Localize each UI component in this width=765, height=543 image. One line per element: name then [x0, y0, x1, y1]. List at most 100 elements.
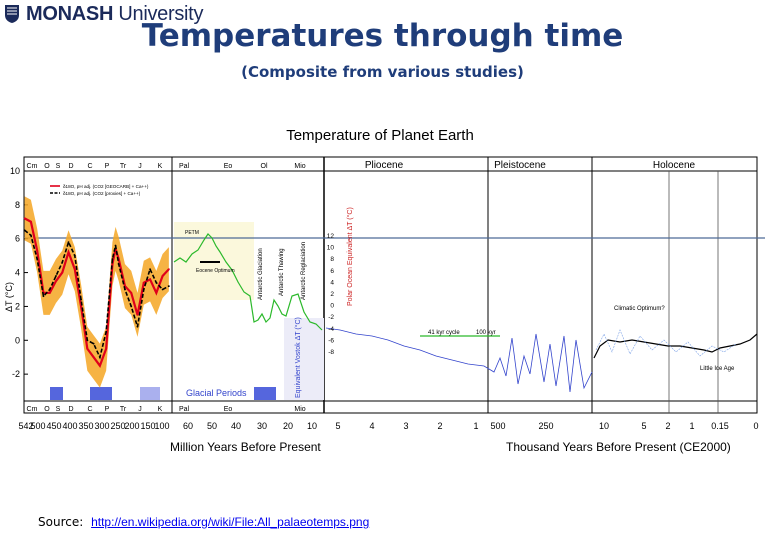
source-line: Source: http://en.wikipedia.org/wiki/Fil…	[38, 515, 369, 529]
polar-tick-label: -2	[328, 314, 334, 321]
series-point-0	[29, 220, 32, 223]
series-point-1	[67, 241, 70, 244]
x-tick-label-panel1: 350	[78, 421, 93, 431]
glacial-bar-1	[50, 387, 63, 400]
vostok-band	[284, 318, 324, 400]
y-tick-label: 10	[10, 166, 20, 176]
glacial-bar-3	[140, 387, 160, 400]
period-label-bottom: P	[105, 406, 110, 413]
period-strip-bottom	[23, 400, 758, 414]
series-point-1	[117, 263, 120, 266]
period-label-top: S	[56, 163, 61, 170]
x-tick-label-panel2: 60	[183, 421, 193, 431]
y-tick-label: 8	[15, 200, 20, 210]
series-point-1	[98, 356, 101, 359]
series-point-1	[155, 281, 158, 284]
xlabel-left: Million Years Before Present	[170, 440, 321, 454]
x-tick-label-panel4: 500	[490, 421, 505, 431]
series-point-0	[48, 291, 51, 294]
series-point-1	[80, 298, 82, 301]
x-tick-label-panel5: 10	[599, 421, 609, 431]
series-point-1	[23, 229, 26, 232]
period-label-bottom: Cm	[27, 406, 38, 413]
series-point-0	[130, 291, 133, 294]
period-label-bottom: Tr	[120, 406, 127, 413]
xlabel-right: Thousand Years Before Present (CE2000)	[506, 440, 731, 454]
epoch-label: Holocene	[653, 160, 696, 171]
x-tick-label-panel1: 450	[46, 421, 61, 431]
series-point-1	[114, 244, 117, 247]
period-label-top: Cm	[27, 163, 38, 170]
series-point-1	[61, 261, 64, 264]
eocene-optimum-label: Eocene Optimum	[196, 268, 235, 274]
vostok-axis-label: Equivalent Vostok ΔT (°C)	[294, 317, 302, 398]
series-point-1	[86, 339, 89, 342]
x-tick-label-panel1: 150	[140, 421, 155, 431]
y-tick-label: 0	[15, 335, 20, 345]
period-label-top: Pal	[179, 163, 190, 170]
chart-title: Temperature of Planet Earth	[286, 127, 474, 144]
legend-label-0: δ18O, pH adj. (CO2 [GEOCARB] + Ca++)	[63, 184, 149, 189]
series-point-0	[136, 313, 139, 316]
period-label-top: Tr	[120, 163, 127, 170]
source-label: Source:	[38, 515, 84, 529]
series-point-1	[111, 258, 114, 260]
y-tick-label: 6	[15, 234, 20, 244]
glacial-bar-4	[254, 387, 276, 400]
y-tick-label: 2	[15, 301, 20, 311]
x-tick-label-panel3: 4	[369, 421, 374, 431]
source-link[interactable]: http://en.wikipedia.org/wiki/File:All_pa…	[91, 515, 370, 529]
series-point-1	[92, 342, 95, 345]
period-label-top: D	[68, 163, 73, 170]
x-tick-label-panel1: 300	[94, 421, 109, 431]
period-label-top: O	[44, 163, 50, 170]
period-label-top: Mio	[294, 163, 305, 170]
series-point-1	[42, 295, 45, 298]
polar-tick-label: 12	[327, 233, 335, 240]
series-point-0	[73, 268, 76, 271]
x-tick-label-panel1: 400	[62, 421, 77, 431]
pleistocene-curve	[325, 327, 593, 393]
y-tick-label: 4	[15, 268, 20, 278]
series-point-0	[167, 268, 170, 271]
x-tick-label-panel5: 0	[753, 421, 758, 431]
series-point-1	[105, 330, 108, 333]
x-tick-label-panel5: 0.15	[711, 421, 729, 431]
polar-tick-label: -6	[328, 337, 334, 344]
period-label-top: J	[138, 163, 142, 170]
holocene-proxies	[595, 329, 737, 357]
series-point-0	[142, 281, 145, 284]
glacial-periods-label: Glacial Periods	[186, 388, 247, 398]
series-point-0	[98, 364, 101, 367]
x-tick-label-panel3: 2	[437, 421, 442, 431]
polar-tick-label: 6	[330, 268, 334, 275]
cenozoic-curve	[173, 233, 323, 331]
x-tick-label-panel5: 5	[641, 421, 646, 431]
series-point-1	[55, 275, 57, 277]
x-tick-label-panel3: 1	[473, 421, 478, 431]
series-point-0	[111, 263, 114, 266]
epoch-label: Pliocene	[365, 160, 404, 171]
x-tick-label-panel5: 2	[665, 421, 670, 431]
polar-tick-label: 4	[330, 279, 334, 286]
y-tick-label: -2	[12, 369, 20, 379]
x-tick-label-panel2: 50	[207, 421, 217, 431]
x-tick-label-panel1: 542	[18, 421, 33, 431]
series-point-0	[23, 217, 26, 220]
legend: δ18O, pH adj. (CO2 [GEOCARB] + Ca++) δ18…	[50, 184, 149, 196]
climatic-optimum-label: Climatic Optimum?	[614, 306, 665, 312]
period-label-top: Ol	[261, 163, 268, 170]
cycle41-label: 41 kyr cycle	[428, 330, 460, 336]
little-ice-age-label: Little Ice Age	[700, 366, 735, 372]
x-tick-label-panel2: 10	[307, 421, 317, 431]
series-point-0	[86, 347, 89, 350]
period-label-bottom: Mio	[294, 406, 305, 413]
x-tick-label-panel2: 30	[257, 421, 267, 431]
x-tick-label-panel3: 3	[403, 421, 408, 431]
x-tick-label-panel1: 500	[30, 421, 45, 431]
period-label-bottom: J	[138, 406, 142, 413]
petm-label: PETM	[185, 230, 199, 236]
period-label-bottom: Pal	[179, 406, 190, 413]
series-point-0	[36, 249, 39, 252]
